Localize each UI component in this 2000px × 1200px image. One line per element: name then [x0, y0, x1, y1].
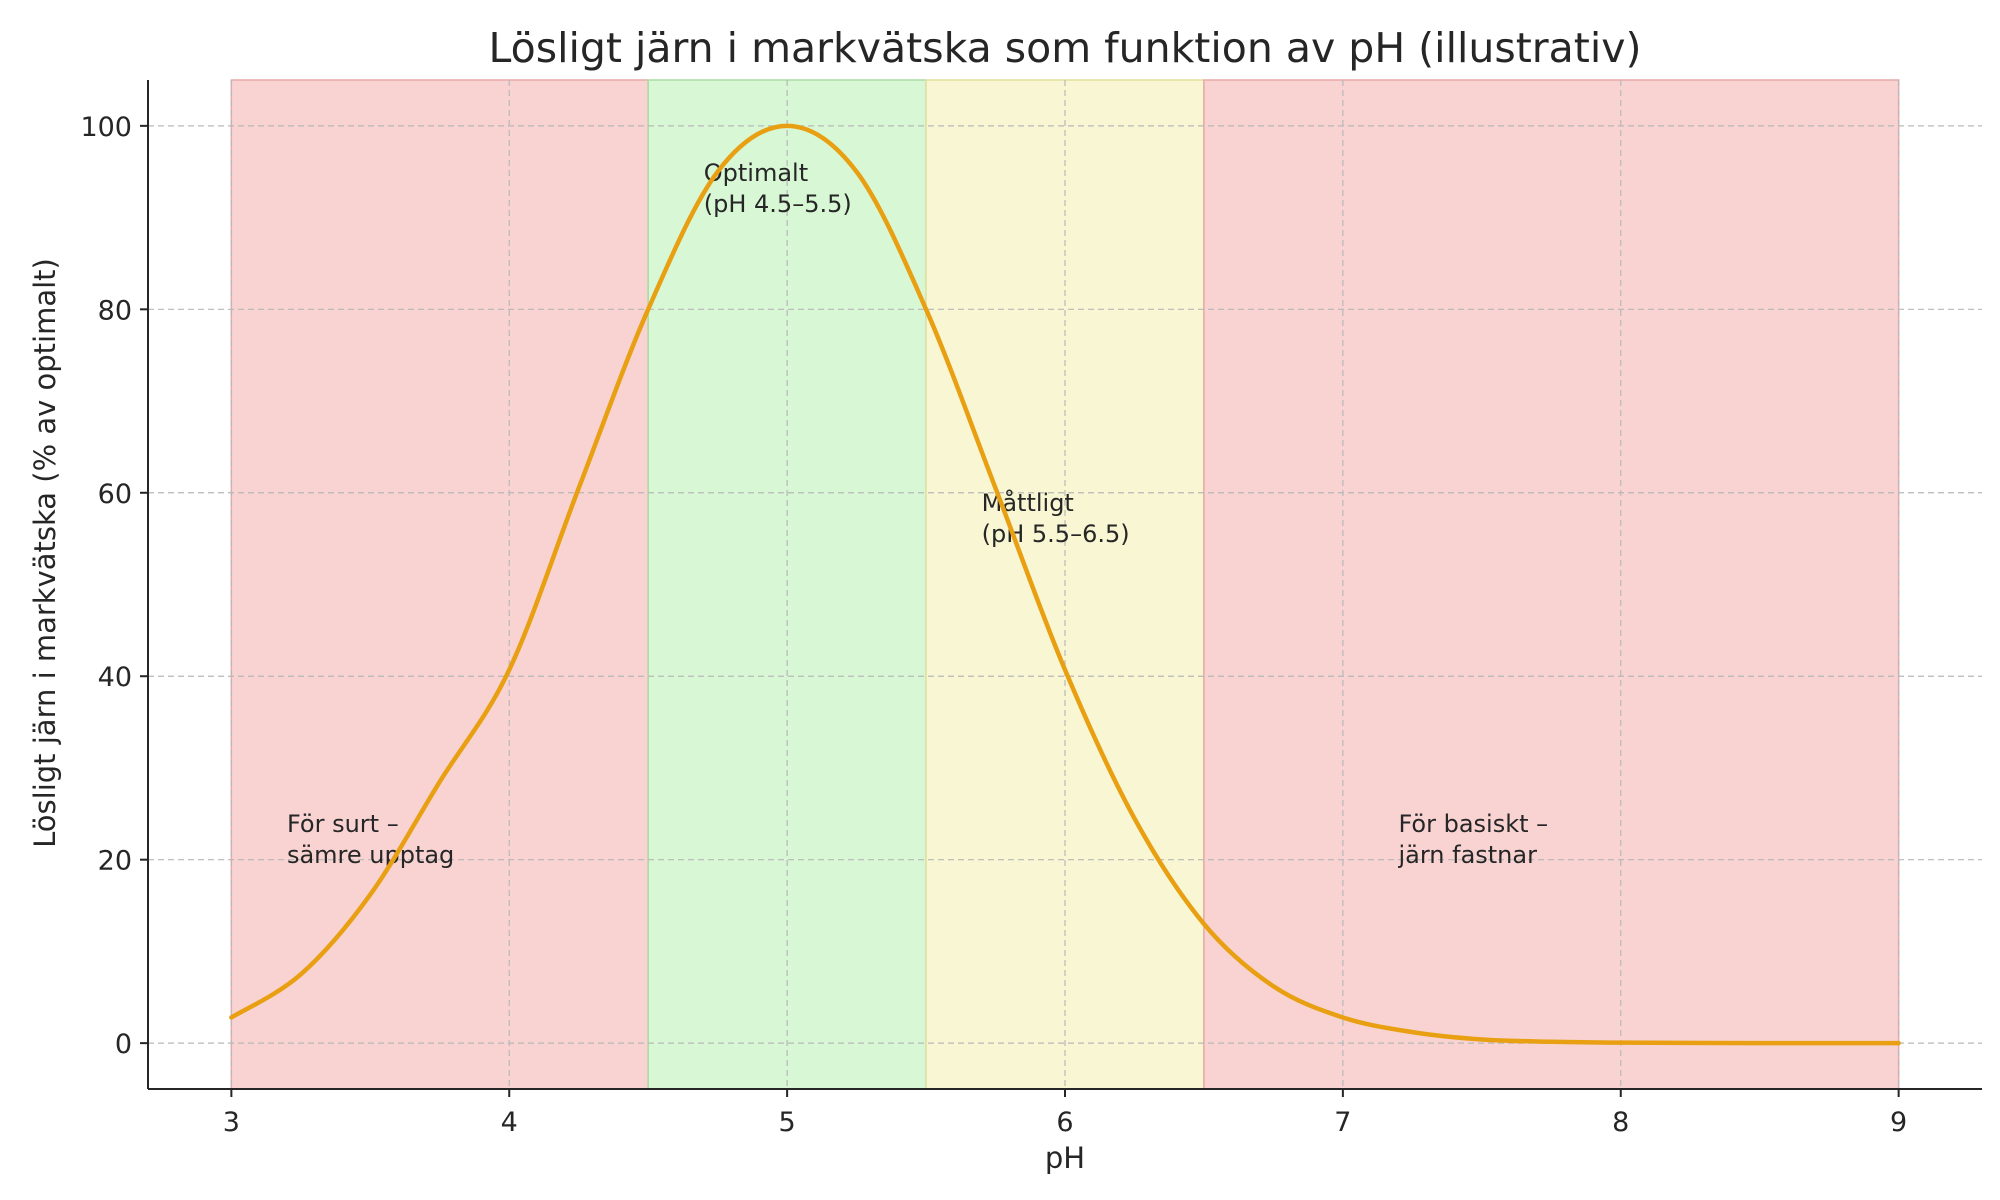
y-axis-label: Lösligt järn i markvätska (% av optimalt… [28, 258, 62, 848]
series-line-1 [229, 123, 1901, 1046]
chart-title: Lösligt järn i markvätska som funktion a… [489, 24, 1642, 72]
x-tick-label: 9 [1890, 1107, 1907, 1138]
region-band-1 [230, 79, 649, 1090]
annotation-line: Optimalt [704, 159, 808, 187]
annotation-line: (pH 4.5–5.5) [704, 190, 852, 218]
x-tick-label: 8 [1612, 1107, 1629, 1138]
x-tick-label: 4 [501, 1107, 518, 1138]
annotation-line: järn fastnar [1397, 841, 1537, 869]
annotation-line: För surt – [287, 810, 399, 838]
y-tick-label: 100 [80, 112, 132, 143]
y-tick-label: 60 [98, 479, 132, 510]
annotations: För surt – sämre upptag Optimalt (pH 4.5–5.… [287, 159, 1548, 869]
annotation-line: sämre upptag [287, 841, 454, 869]
annotation-line: För basiskt – [1398, 810, 1548, 838]
y-tick-label: 0 [115, 1029, 132, 1060]
tick-labels: 3 4 5 6 7 8 9 0 20 40 60 80 100 [80, 112, 1907, 1138]
grid-lines [148, 80, 1982, 1089]
x-tick-label: 6 [1056, 1107, 1073, 1138]
y-tick-label: 40 [98, 662, 132, 693]
x-tick-label: 3 [223, 1107, 240, 1138]
y-tick-label: 80 [98, 295, 132, 326]
annotation-1: För surt – sämre upptag [287, 810, 454, 869]
annotation-2: Optimalt (pH 4.5–5.5) [704, 159, 852, 218]
x-axis-label: pH [1045, 1141, 1085, 1175]
x-tick-label: 5 [779, 1107, 796, 1138]
x-tick-label: 7 [1334, 1107, 1351, 1138]
annotation-3: Måttligt (pH 5.5–6.5) [982, 488, 1130, 548]
annotation-line: (pH 5.5–6.5) [982, 520, 1130, 548]
annotation-4: För basiskt – järn fastnar [1397, 810, 1548, 869]
y-tick-label: 20 [98, 846, 132, 877]
data-series [229, 123, 1901, 1046]
region-band-4 [1203, 79, 1900, 1090]
